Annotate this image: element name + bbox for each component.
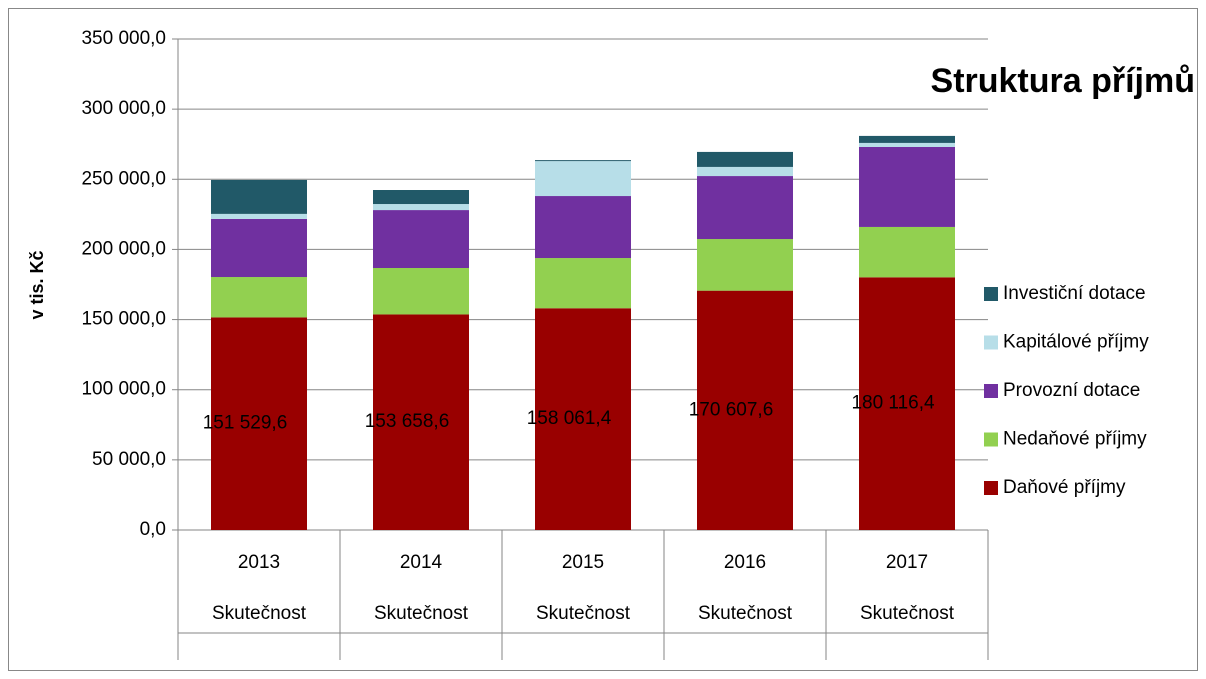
bar-segment bbox=[211, 277, 307, 318]
bar-segment bbox=[373, 190, 469, 205]
legend-swatch bbox=[984, 287, 998, 301]
legend-swatch bbox=[984, 481, 998, 495]
bar-segment bbox=[211, 179, 307, 214]
chart-title: Struktura příjmů bbox=[931, 62, 1195, 100]
bar-segment bbox=[535, 161, 631, 197]
data-label: 158 061,4 bbox=[527, 408, 612, 429]
bar-segment bbox=[859, 146, 955, 227]
bar-segment bbox=[859, 142, 955, 147]
x-tick-label: 2014 bbox=[400, 552, 443, 573]
legend-swatch bbox=[984, 384, 998, 398]
bar-segment bbox=[373, 268, 469, 315]
x-subcategory-label: Skutečnost bbox=[860, 603, 955, 624]
bar-segment bbox=[211, 213, 307, 219]
y-tick-label: 100 000,0 bbox=[81, 379, 166, 400]
data-label: 153 658,6 bbox=[365, 411, 450, 432]
y-tick-label: 250 000,0 bbox=[81, 168, 166, 189]
data-label: 151 529,6 bbox=[203, 413, 288, 434]
bar-segment bbox=[535, 160, 631, 162]
bar-segment bbox=[373, 204, 469, 211]
legend-swatch bbox=[984, 335, 998, 350]
bar-segment bbox=[535, 196, 631, 259]
bar-segment bbox=[859, 135, 955, 143]
y-tick-label: 50 000,0 bbox=[92, 449, 166, 470]
bar-segment bbox=[373, 210, 469, 269]
legend-swatch bbox=[984, 432, 998, 447]
x-tick-label: 2016 bbox=[724, 552, 766, 573]
x-tick-label: 2015 bbox=[562, 552, 604, 573]
bar-segment bbox=[859, 226, 955, 278]
x-subcategory-label: Skutečnost bbox=[536, 603, 631, 624]
bar-segment bbox=[697, 166, 793, 177]
x-tick-label: 2017 bbox=[886, 552, 928, 573]
data-label: 180 116,4 bbox=[851, 393, 935, 414]
y-tick-label: 150 000,0 bbox=[81, 309, 166, 330]
bar-segment bbox=[535, 258, 631, 309]
bar-segment bbox=[211, 218, 307, 278]
data-label: 170 607,6 bbox=[689, 399, 774, 420]
y-tick-label: 300 000,0 bbox=[81, 98, 166, 119]
x-tick-label: 2013 bbox=[238, 552, 280, 573]
legend-label: Provozní dotace bbox=[1003, 380, 1140, 401]
bar-segment bbox=[697, 176, 793, 240]
y-axis-label: v tis. Kč bbox=[27, 250, 47, 319]
bar-segment bbox=[211, 317, 307, 530]
bar-segment bbox=[373, 314, 469, 530]
bar-segment bbox=[859, 277, 955, 530]
bar-segment bbox=[697, 151, 793, 167]
x-subcategory-label: Skutečnost bbox=[698, 603, 793, 624]
legend-label: Investiční dotace bbox=[1003, 283, 1146, 304]
legend-label: Nedaňové příjmy bbox=[1003, 429, 1147, 450]
bar-segment bbox=[697, 239, 793, 291]
bar-segment bbox=[535, 308, 631, 530]
y-tick-label: 350 000,0 bbox=[81, 28, 166, 49]
bar-segment bbox=[697, 290, 793, 530]
x-subcategory-label: Skutečnost bbox=[374, 603, 469, 624]
y-tick-label: 0,0 bbox=[140, 519, 166, 540]
legend-label: Kapitálové příjmy bbox=[1003, 332, 1149, 353]
legend-label: Daňové příjmy bbox=[1003, 477, 1126, 498]
x-subcategory-label: Skutečnost bbox=[212, 603, 307, 624]
y-tick-label: 200 000,0 bbox=[81, 238, 166, 259]
